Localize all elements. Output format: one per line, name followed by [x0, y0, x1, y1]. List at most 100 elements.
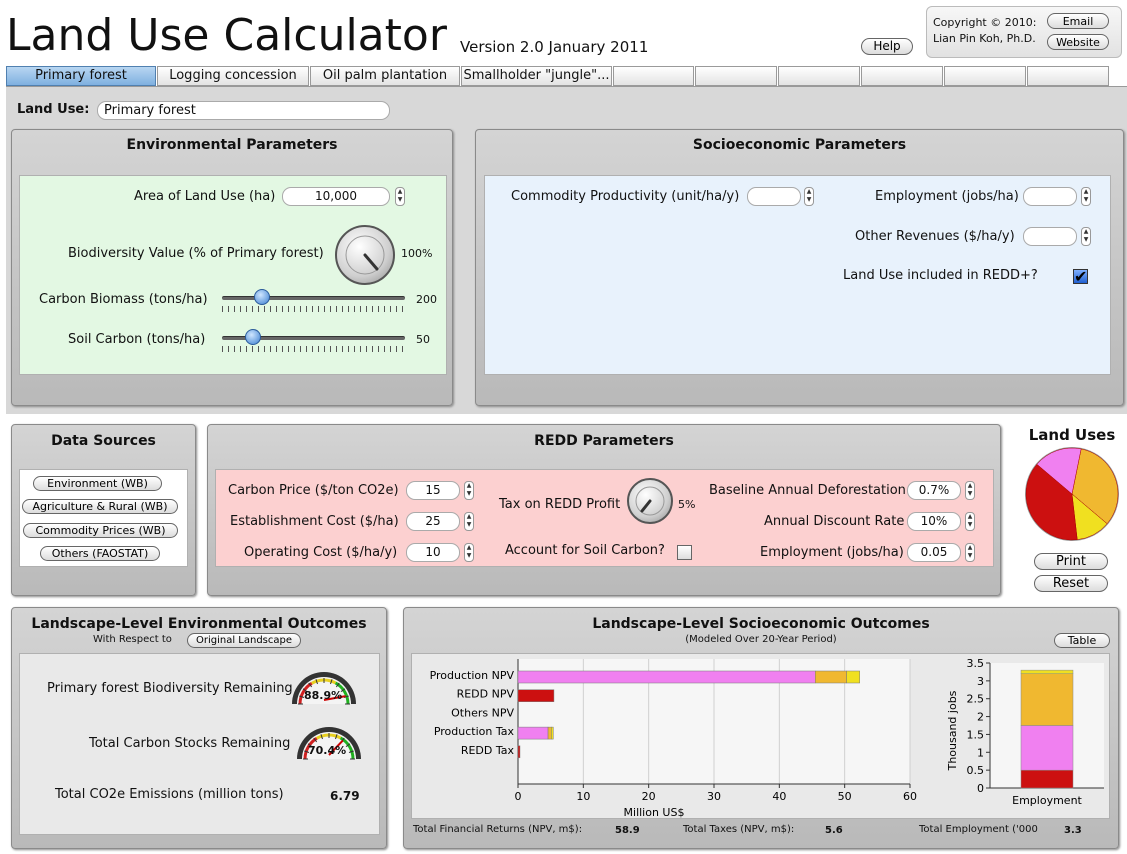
- total-employment-value: 3.3: [1064, 825, 1082, 836]
- bar-3-3: [551, 726, 554, 740]
- gauge-band-2: [339, 736, 355, 760]
- gauge-tick-1: [299, 695, 305, 698]
- establishment-cost-label: Establishment Cost ($/ha): [230, 514, 399, 529]
- commodity-prices-wb-button[interactable]: Commodity Prices (WB): [23, 523, 178, 538]
- copyright-box: Copyright © 2010: Lian Pin Koh, Ph.D. Em…: [926, 6, 1122, 58]
- employment-bar-segment-0: [1020, 769, 1074, 789]
- x-tick-label-3: 30: [707, 790, 721, 803]
- bar-1-1: [517, 689, 555, 702]
- tab-logging-concession[interactable]: Logging concession: [157, 66, 309, 86]
- redd-employment-input[interactable]: 0.05: [907, 543, 961, 562]
- category-label-1: REDD NPV: [457, 688, 515, 701]
- redd-title: REDD Parameters: [534, 433, 674, 449]
- land-uses-pie-chart: [1025, 447, 1119, 541]
- baseline-deforestation-input[interactable]: 0.7%: [907, 481, 961, 500]
- total-taxes-value: 5.6: [825, 825, 843, 836]
- others-faostat-button[interactable]: Others (FAOSTAT): [40, 546, 160, 561]
- reset-button[interactable]: Reset: [1034, 575, 1108, 592]
- original-landscape-button[interactable]: Original Landscape: [187, 633, 301, 648]
- help-button[interactable]: Help: [861, 38, 913, 55]
- soil-carbon-slider-thumb[interactable]: [245, 329, 262, 345]
- gauge-band-2: [334, 681, 350, 705]
- tab-empty-9[interactable]: [944, 66, 1026, 86]
- parameters-area: Land Use: Primary forest Environmental P…: [6, 86, 1127, 414]
- y-tick-label-5: 2.5: [967, 693, 985, 706]
- tab-empty-5[interactable]: [613, 66, 694, 86]
- bar-3-2: [547, 726, 552, 740]
- socioeconomic-title: Socioeconomic Parameters: [692, 137, 907, 153]
- land-use-name-input[interactable]: Primary forest: [97, 101, 390, 120]
- emissions-value: 6.79: [330, 789, 360, 803]
- carbon-biomass-track[interactable]: [222, 296, 405, 300]
- tab-empty-8[interactable]: [861, 66, 943, 86]
- redd-included-label: Land Use included in REDD+?: [843, 268, 1038, 283]
- gauge-tick-3: [308, 682, 313, 688]
- agriculture-rural-wb-button[interactable]: Agriculture & Rural (WB): [22, 499, 178, 514]
- area-input[interactable]: 10,000: [282, 187, 390, 206]
- tab-oil-palm-plantation[interactable]: Oil palm plantation: [310, 66, 460, 86]
- website-button[interactable]: Website: [1047, 34, 1109, 50]
- total-taxes-label: Total Taxes (NPV, m$):: [683, 824, 795, 835]
- gauge-tick-6: [330, 679, 333, 685]
- category-label-0: Production NPV: [430, 669, 515, 682]
- carbon-biomass-slider-thumb[interactable]: [254, 289, 271, 305]
- other-revenues-spinner[interactable]: ▲ ▼: [1081, 227, 1091, 246]
- environment-wb-button[interactable]: Environment (WB): [33, 476, 162, 491]
- baseline-deforestation-label: Baseline Annual Deforestation: [709, 483, 906, 498]
- operating-cost-spinner[interactable]: ▲ ▼: [464, 543, 474, 562]
- employment-input[interactable]: [1023, 187, 1077, 206]
- y-tick-label-0: 0: [977, 782, 984, 795]
- emissions-label: Total CO2e Emissions (million tons): [55, 787, 284, 802]
- soil-carbon-track[interactable]: [222, 336, 405, 340]
- employment-bar-segment-1: [1020, 725, 1074, 771]
- respect-label: With Respect to: [93, 634, 172, 645]
- discount-rate-spinner[interactable]: ▲ ▼: [965, 512, 975, 531]
- tab-smallholder-jungle[interactable]: Smallholder "jungle"...: [461, 66, 612, 86]
- gauge-tick-8: [345, 743, 351, 748]
- gauge-needle: [323, 695, 346, 701]
- x-axis-label: Million US$: [624, 806, 685, 819]
- land-use-label: Land Use:: [17, 102, 90, 117]
- establishment-cost-input[interactable]: 25: [406, 512, 460, 531]
- app-title: Land Use Calculator: [6, 10, 447, 61]
- table-button[interactable]: Table: [1054, 633, 1110, 648]
- tab-primary-forest[interactable]: Primary forest: [6, 66, 156, 86]
- tab-empty-6[interactable]: [695, 66, 777, 86]
- total-employment-label: Total Employment ('000: [919, 824, 1038, 835]
- discount-rate-input[interactable]: 10%: [907, 512, 961, 531]
- tax-value: 5%: [678, 498, 696, 511]
- soil-carbon-checkbox[interactable]: [677, 545, 692, 560]
- baseline-deforestation-spinner[interactable]: ▲ ▼: [965, 481, 975, 500]
- print-button[interactable]: Print: [1034, 553, 1108, 570]
- environmental-panel: Environmental Parameters Area of Land Us…: [11, 129, 453, 406]
- x-tick-label-4: 40: [772, 790, 786, 803]
- socioeconomic-chart-area: 0 10 20 30 40 50 60 Production NPV REDD NPV Other…: [411, 653, 1110, 819]
- employment-spinner[interactable]: ▲ ▼: [1081, 187, 1091, 206]
- operating-cost-input[interactable]: 10: [406, 543, 460, 562]
- productivity-spinner[interactable]: ▲ ▼: [804, 187, 814, 206]
- establishment-cost-spinner[interactable]: ▲ ▼: [464, 512, 474, 531]
- tax-label: Tax on REDD Profit: [499, 497, 621, 512]
- email-button[interactable]: Email: [1047, 13, 1109, 29]
- biodiversity-knob[interactable]: [335, 225, 395, 285]
- pie-slice-2: [1025, 463, 1078, 541]
- gauge-tick-2: [307, 743, 313, 748]
- employment-bar-segment-3: [1020, 669, 1074, 674]
- environmental-title: Environmental Parameters: [126, 137, 338, 153]
- other-revenues-input[interactable]: [1023, 227, 1077, 246]
- socioeconomic-outcomes-subtitle: (Modeled Over 20-Year Period): [685, 634, 837, 645]
- carbon-price-input[interactable]: 15: [406, 481, 460, 500]
- checkmark-icon: ✔: [1074, 267, 1088, 286]
- carbon-price-spinner[interactable]: ▲ ▼: [464, 481, 474, 500]
- productivity-input[interactable]: [747, 187, 801, 206]
- redd-included-checkbox[interactable]: ✔: [1073, 267, 1088, 286]
- redd-employment-spinner[interactable]: ▲ ▼: [965, 543, 975, 562]
- operating-cost-label: Operating Cost ($/ha/y): [244, 545, 398, 560]
- gauge-icon: [297, 727, 361, 760]
- tab-empty-10[interactable]: [1027, 66, 1109, 86]
- tax-knob[interactable]: [627, 478, 673, 524]
- area-spinner[interactable]: ▲ ▼: [395, 187, 405, 206]
- carbon-remaining-label: Total Carbon Stocks Remaining: [89, 736, 291, 751]
- gauge-needle: [328, 739, 344, 756]
- tab-empty-7[interactable]: [778, 66, 860, 86]
